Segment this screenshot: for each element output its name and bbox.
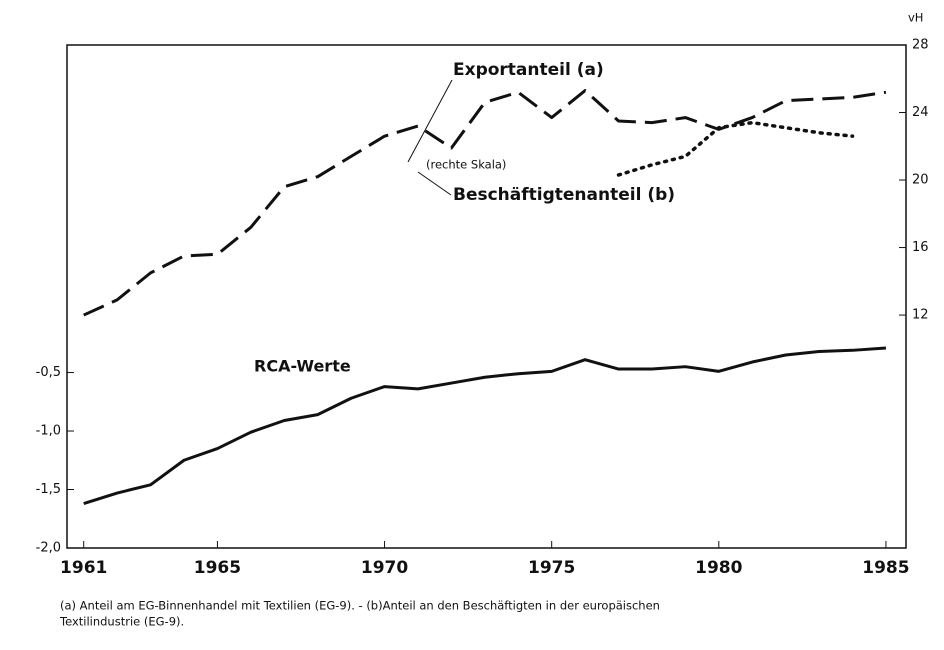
x-tick-label: 1980: [695, 558, 742, 578]
y-tick-label: -2,0: [36, 541, 61, 556]
y-tick-label: -0,5: [36, 365, 61, 380]
y2-tick-label: 20: [912, 173, 929, 188]
plot-frame: [66, 44, 907, 549]
annotation: RCA-Werte: [254, 357, 351, 376]
y-tick-label: -1,5: [36, 482, 61, 497]
y2-tick-label: 16: [912, 240, 929, 255]
x-tick-label: 1965: [194, 558, 241, 578]
series-line: [83, 89, 887, 317]
y-tick-label: -1,0: [36, 424, 61, 439]
leader-line: [407, 79, 453, 163]
x-tick-label: 1961: [60, 558, 107, 578]
y2-unit: vH: [908, 11, 923, 25]
footnote: Textilindustrie (EG-9).: [59, 615, 184, 629]
footnote: (a) Anteil am EG-Binnenhandel mit Textil…: [60, 599, 660, 613]
series-line: [83, 346, 887, 505]
annotation: Beschäftigtenanteil (b): [453, 185, 675, 205]
x-tick-label: 1975: [528, 558, 575, 578]
leader-line: [417, 171, 452, 196]
annotation: (rechte Skala): [426, 158, 506, 172]
y2-tick-label: 24: [912, 105, 929, 120]
y2-tick-label: 28: [912, 38, 929, 53]
x-tick-label: 1985: [862, 558, 909, 578]
y2-tick-label: 12: [912, 308, 929, 323]
x-tick-label: 1970: [361, 558, 408, 578]
annotation: Exportanteil (a): [453, 60, 604, 80]
series-line: [616, 120, 855, 177]
